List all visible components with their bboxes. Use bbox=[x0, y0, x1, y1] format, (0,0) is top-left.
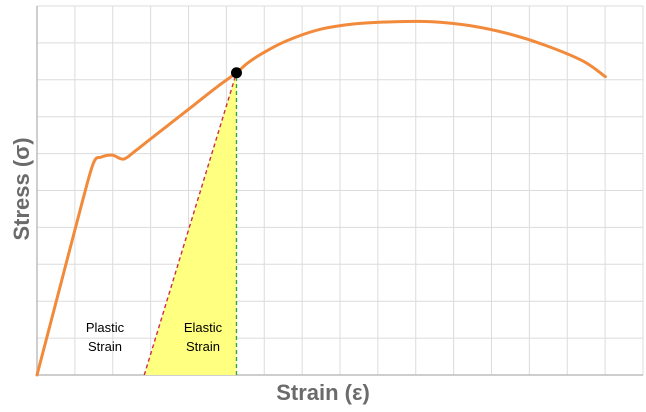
axes bbox=[36, 6, 643, 376]
elastic-strain-label: Elastic Strain bbox=[170, 318, 236, 356]
plastic-strain-line2: Strain bbox=[88, 339, 122, 354]
plastic-strain-line1: Plastic bbox=[85, 320, 125, 335]
elastic-strain-line2: Strain bbox=[186, 339, 220, 354]
yield-point-marker bbox=[230, 67, 242, 79]
y-axis-label: Stress (σ) bbox=[9, 137, 34, 241]
elastic-strain-line1: Elastic bbox=[183, 320, 223, 335]
unloading-line bbox=[143, 72, 238, 376]
plastic-strain-label: Plastic Strain bbox=[72, 318, 138, 356]
x-axis-label: Strain (ε) bbox=[276, 380, 370, 405]
